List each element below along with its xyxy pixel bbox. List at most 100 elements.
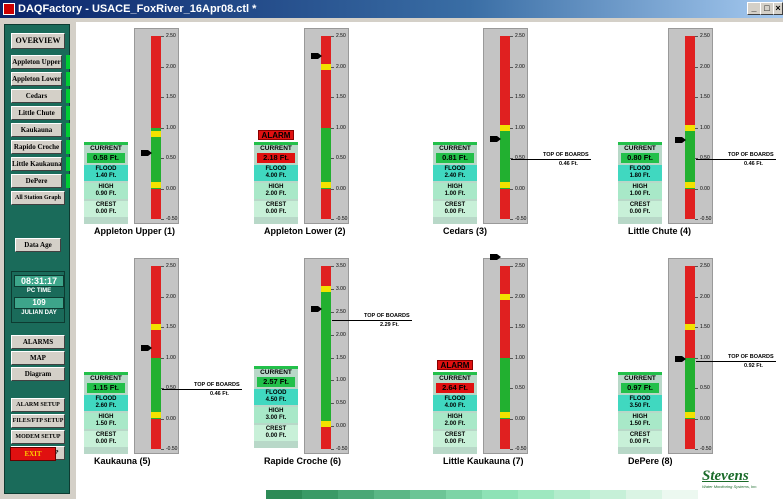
crest-reading: CREST 0.00 Ft. (84, 431, 128, 447)
flood-label: FLOOD (265, 166, 287, 172)
tick-mark (510, 357, 513, 359)
station-panel-5: 2.50 2.00 1.50 1.00 0.50 0.00 -0.50 CURRENT 1.15… (84, 258, 264, 478)
station-button-4[interactable]: Little Chute (11, 106, 62, 120)
reading-panel: CURRENT 0.58 Ft. FLOOD 1.40 Ft. HIGH 0.90 Ft.… (84, 142, 128, 224)
level-gauge: 2.50 2.00 1.50 1.00 0.50 0.00 -0.50 (134, 258, 179, 454)
flood-label: FLOOD (444, 396, 466, 402)
flood-value: 4.00 Ft. (265, 173, 287, 179)
diagram-button[interactable]: Diagram (11, 367, 65, 381)
high-label: HIGH (632, 414, 648, 420)
exit-button[interactable]: EXIT (10, 447, 56, 461)
gauge-normal-band (321, 127, 331, 189)
tick-mark (331, 311, 334, 313)
tick-label: 2.50 (166, 263, 176, 269)
flood-value: 2.40 Ft. (444, 173, 466, 179)
gauge-normal-band (151, 127, 161, 189)
tick-label: 0.00 (336, 423, 346, 430)
reading-panel: CURRENT 1.15 Ft. FLOOD 2.60 Ft. HIGH 1.50 Ft.… (84, 372, 128, 454)
footer-strip-segment (518, 490, 554, 499)
current-value: 2.64 Ft. (436, 383, 474, 393)
map-button[interactable]: MAP (11, 351, 65, 365)
footer-strip-segment (662, 490, 698, 499)
tick-mark (695, 66, 698, 68)
current-level-pointer (148, 150, 152, 157)
gauge-low-marker (321, 182, 331, 189)
flood-value: 4.00 Ft. (444, 403, 466, 409)
station-name: Appleton Lower (2) (264, 226, 346, 236)
high-label: HIGH (447, 184, 463, 190)
current-level-pointer (497, 254, 501, 261)
flood-label: FLOOD (629, 396, 651, 402)
gauge-normal-band (500, 357, 510, 419)
station-button-3[interactable]: Cedars (11, 89, 62, 103)
tick-label: 3.00 (336, 285, 346, 292)
station-button-7[interactable]: Little Kaukauna (11, 157, 62, 171)
window-title: DAQFactory - USACE_FoxRiver_16Apr08.ctl … (18, 3, 257, 15)
station-button-8[interactable]: DePere (11, 174, 62, 188)
tick-label: 0.50 (166, 385, 176, 391)
station-panel-1: 2.50 2.00 1.50 1.00 0.50 0.00 -0.50 CURRENT 0.58… (84, 28, 264, 248)
maximize-button[interactable]: □ (760, 2, 774, 15)
high-label: HIGH (98, 184, 114, 190)
alarms-button[interactable]: ALARMS (11, 335, 65, 349)
all-station-graph-button[interactable]: All Station Graph (11, 191, 65, 205)
station-button-6[interactable]: Rapido Croche (11, 140, 62, 154)
modem-setup-button[interactable]: MODEM SETUP (11, 430, 65, 444)
level-gauge: 2.50 2.00 1.50 1.00 0.50 0.00 -0.50 (483, 28, 528, 224)
current-label: CURRENT (624, 145, 656, 152)
current-level-pointer (318, 305, 322, 312)
top-of-boards-value: 0.46 Ft. (744, 161, 763, 168)
gauge-high-marker (151, 324, 161, 330)
station-panel-3: 2.50 2.00 1.50 1.00 0.50 0.00 -0.50 CURRENT 0.81… (433, 28, 613, 248)
current-label: CURRENT (260, 145, 292, 152)
tick-label: 2.50 (700, 33, 710, 39)
minimize-button[interactable]: _ (747, 2, 761, 15)
alarm-setup-button[interactable]: ALARM SETUP (11, 398, 65, 412)
top-of-boards-line (696, 159, 776, 161)
flood-label: FLOOD (629, 166, 651, 172)
crest-reading: CREST 0.00 Ft. (433, 431, 477, 447)
high-reading: HIGH 3.00 Ft. (254, 407, 298, 423)
files-ftp-setup-button[interactable]: FILES/FTP SETUP (11, 414, 65, 428)
station-button-1[interactable]: Appleton Upper (11, 55, 62, 69)
tick-mark (510, 449, 513, 450)
current-value: 2.18 Ft. (257, 153, 295, 163)
footer-strip-segment (410, 490, 446, 499)
top-of-boards-label: TOP OF BOARDS (543, 152, 589, 159)
gauge-high-marker (321, 285, 331, 292)
close-button[interactable]: × (773, 2, 783, 15)
crest-value: 0.00 Ft. (265, 209, 287, 215)
overview-button[interactable]: OVERVIEW (11, 33, 65, 49)
tick-label: 1.00 (166, 354, 176, 361)
high-value: 1.00 Ft. (444, 191, 466, 197)
crest-label: CREST (265, 426, 287, 432)
tick-label: 0.00 (515, 415, 525, 422)
station-panel-7: 2.50 2.00 1.50 1.00 0.50 0.00 -0.50 ALARM CURREN… (433, 254, 613, 478)
crest-label: CREST (629, 202, 651, 208)
crest-value: 0.00 Ft. (629, 209, 651, 215)
station-name: Cedars (3) (443, 226, 488, 236)
crest-reading: CREST 0.00 Ft. (433, 201, 477, 217)
tick-mark (161, 36, 164, 37)
gauge-high-marker (500, 124, 510, 131)
current-label: CURRENT (439, 145, 471, 152)
crest-value: 0.00 Ft. (95, 439, 117, 445)
tick-label: 2.50 (515, 263, 525, 269)
current-value: 0.97 Ft. (621, 383, 659, 393)
station-button-5[interactable]: Kaukauna (11, 123, 62, 137)
tick-mark (331, 66, 334, 68)
tick-label: 0.00 (166, 185, 176, 192)
tick-label: 2.00 (700, 63, 710, 70)
tick-mark (695, 418, 698, 420)
station-button-2[interactable]: Appleton Lower (11, 72, 62, 86)
gauge-high-marker (685, 124, 695, 131)
data-age-button[interactable]: Data Age (15, 238, 61, 252)
tick-mark (161, 418, 164, 420)
brand-tagline: Water Monitoring Systems, Inc. (702, 484, 758, 489)
station-status-1 (66, 55, 70, 69)
tick-mark (510, 219, 513, 220)
tick-mark (331, 334, 334, 336)
tick-label: 2.50 (515, 33, 525, 39)
footer-strip (266, 490, 698, 499)
footer-strip-segment (626, 490, 662, 499)
